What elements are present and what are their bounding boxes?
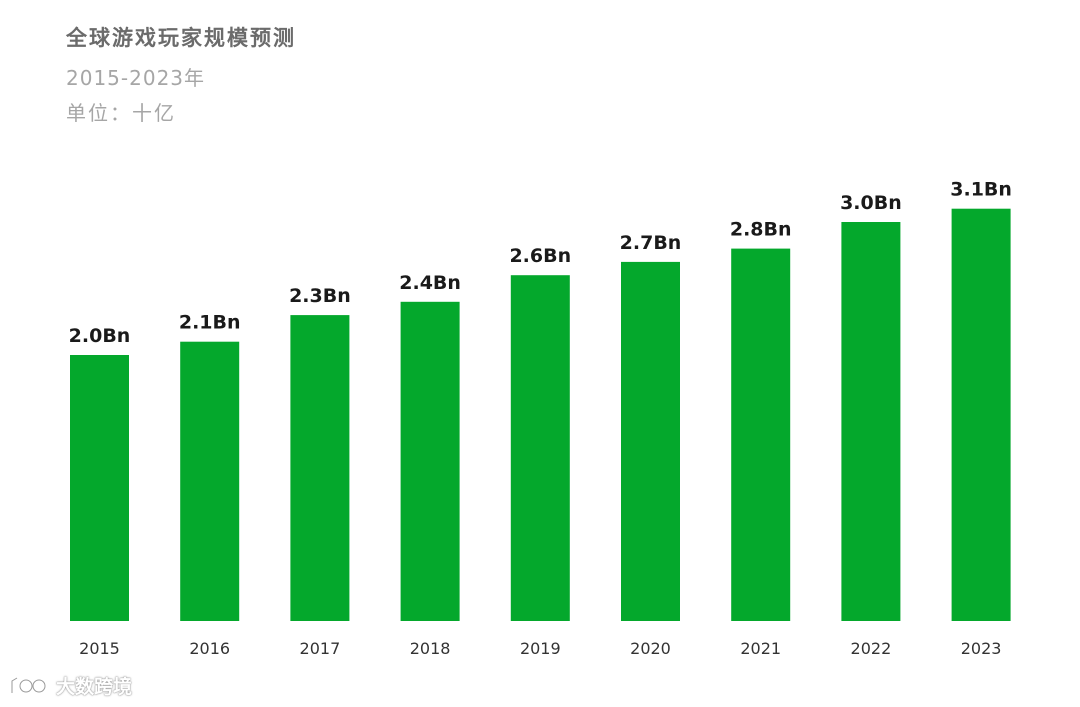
bar-2023 <box>951 208 1011 621</box>
data-label-2018: 2.4Bn <box>399 272 461 294</box>
bar-2019 <box>510 275 570 621</box>
data-label-2021: 2.8Bn <box>730 219 792 241</box>
bar-2018 <box>400 301 460 621</box>
data-label-2022: 3.0Bn <box>840 192 902 214</box>
x-tick-label-2015: 2015 <box>79 639 120 658</box>
data-label-2015: 2.0Bn <box>69 325 131 347</box>
x-tick-label-2020: 2020 <box>630 639 671 658</box>
x-tick-label-2018: 2018 <box>410 639 451 658</box>
watermark: 大数跨境 <box>8 672 132 699</box>
watermark-text: 大数跨境 <box>56 676 133 698</box>
x-tick-label-2022: 2022 <box>851 639 892 658</box>
data-label-2017: 2.3Bn <box>289 285 351 307</box>
x-tick-label-2021: 2021 <box>740 639 781 658</box>
data-label-2020: 2.7Bn <box>620 232 682 254</box>
bar-2017 <box>290 315 350 621</box>
data-label-2016: 2.1Bn <box>179 312 241 334</box>
x-tick-label-2017: 2017 <box>300 639 341 658</box>
x-tick-label-2016: 2016 <box>189 639 230 658</box>
bar-2020 <box>621 261 680 621</box>
bar-2015 <box>70 355 129 621</box>
x-tick-label-2023: 2023 <box>961 639 1002 658</box>
bar-2021 <box>731 248 791 621</box>
unit-label: 单位：十亿 <box>66 101 176 125</box>
chart-subtitle: 2015-2023年 <box>66 66 206 90</box>
x-tick-label-2019: 2019 <box>520 639 561 658</box>
circle-logo-icon <box>10 676 47 693</box>
chart-title: 全球游戏玩家规模预测 <box>66 26 296 50</box>
data-label-2019: 2.6Bn <box>509 245 571 267</box>
bar-2016 <box>180 341 240 621</box>
bar-2022 <box>841 222 901 621</box>
data-label-2023: 3.1Bn <box>950 179 1012 201</box>
